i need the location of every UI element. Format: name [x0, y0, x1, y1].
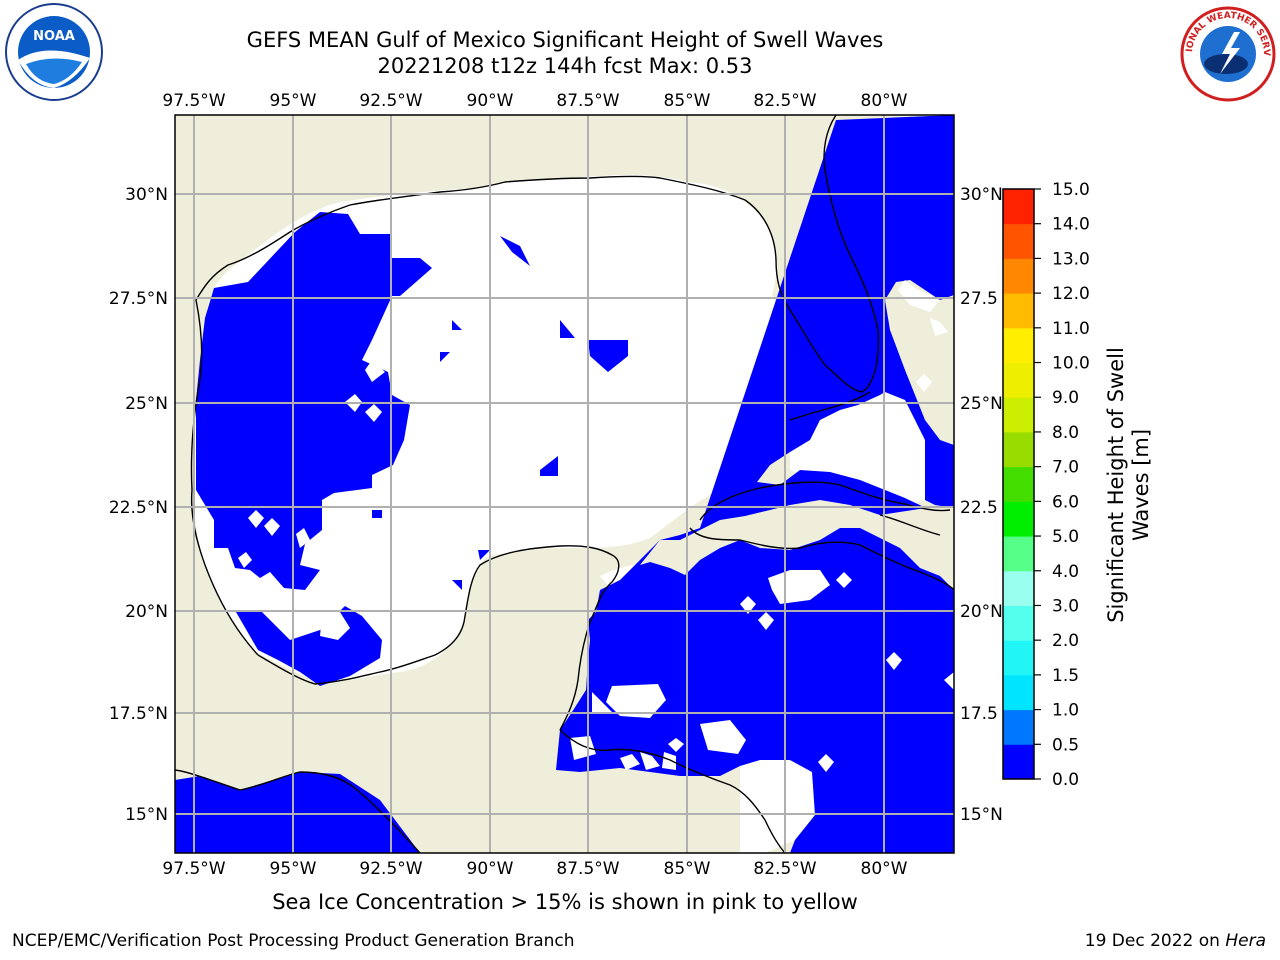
- colorbar-segment: [1003, 536, 1034, 572]
- lat-label-left: 20°N: [125, 602, 168, 622]
- colorbar-tick-label: 14.0: [1052, 215, 1090, 235]
- colorbar-tick-label: 13.0: [1052, 249, 1090, 269]
- colorbar-tick-label: 7.0: [1052, 458, 1079, 478]
- lon-label-top: 97.5°W: [162, 91, 225, 111]
- lon-label-bottom: 95°W: [270, 859, 317, 879]
- colorbar-tick-label: 1.5: [1052, 666, 1079, 686]
- colorbar-tick-label: 0.0: [1052, 770, 1079, 790]
- colorbar-segment: [1003, 397, 1034, 433]
- lon-label-top: 92.5°W: [359, 91, 422, 111]
- lat-label-right: 25°N: [960, 394, 1003, 414]
- lat-label-right: 20°N: [960, 602, 1003, 622]
- lon-label-bottom: 90°W: [467, 859, 514, 879]
- lat-label-left: 17.5°N: [109, 704, 168, 724]
- footer-date: 19 Dec 2022 on Hera: [1085, 931, 1266, 951]
- lon-label-bottom: 97.5°W: [162, 859, 225, 879]
- colorbar-segment: [1003, 501, 1034, 537]
- colorbar-segment: [1003, 744, 1034, 780]
- colorbar-tick-label: 0.5: [1052, 735, 1079, 755]
- lat-label-right: 30°N: [960, 185, 1003, 205]
- sea-ice-note: Sea Ice Concentration > 15% is shown in …: [272, 890, 858, 914]
- noaa-logo-text: NOAA: [33, 29, 75, 44]
- map-frame: [174, 114, 955, 854]
- lat-label-left: 25°N: [125, 394, 168, 414]
- lat-label-right: 22.5: [960, 498, 998, 518]
- colorbar-label-line1: Significant Height of Swell: [1104, 347, 1128, 623]
- map-area: [175, 115, 954, 853]
- colorbar-tick-label: 15.0: [1052, 180, 1090, 200]
- chart-title: GEFS MEAN Gulf of Mexico Significant Hei…: [246, 28, 884, 52]
- colorbar-tick-label: 5.0: [1052, 527, 1079, 547]
- lon-label-top: 85°W: [664, 91, 711, 111]
- lon-label-top: 95°W: [270, 91, 317, 111]
- colorbar-tick-label: 9.0: [1052, 388, 1079, 408]
- colorbar-tick-label: 8.0: [1052, 423, 1079, 443]
- lat-label-left: 27.5°N: [109, 289, 168, 309]
- footer-credit: NCEP/EMC/Verification Post Processing Pr…: [12, 931, 575, 951]
- lat-label-left: 15°N: [125, 805, 168, 825]
- lon-label-bottom: 82.5°W: [753, 859, 816, 879]
- footer-date-text: 19 Dec 2022 on: [1084, 931, 1220, 951]
- colorbar-segment: [1003, 223, 1034, 259]
- lat-label-right: 27.5: [960, 289, 998, 309]
- colorbar-tick-label: 12.0: [1052, 284, 1090, 304]
- lon-label-bottom: 87.5°W: [556, 859, 619, 879]
- lon-label-bottom: 85°W: [664, 859, 711, 879]
- lat-label-right: 17.5: [960, 704, 998, 724]
- nws-logo: NATIONAL WEATHER SERVICE: [1178, 2, 1276, 102]
- colorbar-segment: [1003, 709, 1034, 745]
- colorbar-tick-label: 10.0: [1052, 354, 1090, 374]
- footer-host: Hera: [1225, 931, 1266, 951]
- colorbar-segment: [1003, 258, 1034, 294]
- lat-label-right: 15°N: [960, 805, 1003, 825]
- colorbar-segment: [1003, 674, 1034, 711]
- colorbar-segment: [1003, 570, 1034, 606]
- lat-label-left: 30°N: [125, 185, 168, 205]
- colorbar-label-line2: Waves [m]: [1129, 429, 1153, 541]
- colorbar-tick-label: 2.0: [1052, 631, 1079, 651]
- chart-subtitle: 20221208 t12z 144h fcst Max: 0.53: [377, 54, 753, 78]
- colorbar-segment: [1003, 605, 1034, 641]
- lon-label-top: 87.5°W: [556, 91, 619, 111]
- colorbar-segment: [1003, 293, 1034, 329]
- colorbar-segment: [1003, 327, 1034, 364]
- lon-label-top: 80°W: [861, 91, 908, 111]
- lon-label-top: 82.5°W: [753, 91, 816, 111]
- lon-label-bottom: 80°W: [861, 859, 908, 879]
- colorbar-tick-label: 11.0: [1052, 319, 1090, 339]
- graticule: [175, 115, 954, 853]
- colorbar-tick-label: 3.0: [1052, 596, 1079, 616]
- colorbar-tick-label: 4.0: [1052, 562, 1079, 582]
- white-holes: [238, 280, 954, 772]
- lon-label-top: 90°W: [467, 91, 514, 111]
- colorbar-segment: [1003, 640, 1034, 676]
- lat-label-left: 22.5°N: [109, 498, 168, 518]
- colorbar-segment: [1003, 466, 1034, 502]
- colorbar-tick-label: 6.0: [1052, 492, 1079, 512]
- colorbar-segment: [1003, 189, 1034, 225]
- colorbar-tick-label: 1.0: [1052, 701, 1079, 721]
- colorbar-segment: [1003, 431, 1034, 468]
- lon-label-bottom: 92.5°W: [359, 859, 422, 879]
- colorbar-frame: [1002, 188, 1035, 780]
- colorbar: [1003, 189, 1034, 780]
- colorbar-ticks: 0.0 0.5 1.0 1.5 2.0 3.0 4.0 5.0 6.0 7.0 8.0 9.0 10.0…: [1034, 180, 1090, 790]
- noaa-logo: NOAA: [5, 3, 103, 101]
- colorbar-segment: [1003, 362, 1034, 398]
